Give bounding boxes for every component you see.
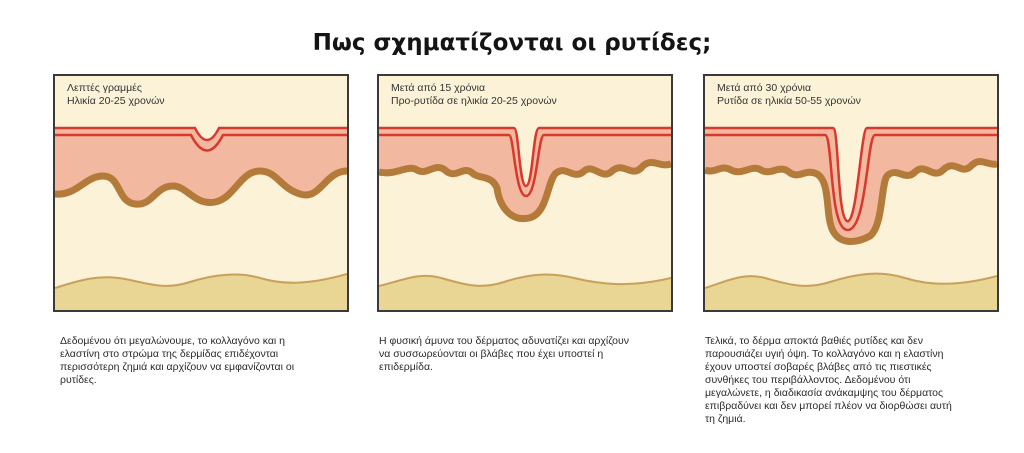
skin-diagram-fine-lines: [55, 76, 347, 310]
panel-deep-wrinkle: Μετά από 30 χρόνια Ρυτίδα σε ηλικία 50-5…: [703, 74, 999, 312]
description-line: έχουν υποστεί σοβαρές βλάβες από τις πιε…: [705, 361, 932, 373]
caption-line-1: Μετά από 15 χρόνια: [391, 82, 486, 94]
skin-diagram-pre-wrinkle: [379, 76, 671, 310]
description-line: να συσσωρεύονται οι βλάβες που έχει υποσ…: [379, 348, 604, 360]
description-line: ρυτίδες.: [60, 374, 97, 386]
description-line: περισσότερη ζημιά και αρχίζουν να εμφανί…: [60, 361, 295, 373]
caption-line-2: Ηλικία 20-25 χρονών: [67, 95, 165, 107]
description-line: μεγαλώνετε, η διαδικασία ανάκαμψης του δ…: [705, 387, 944, 399]
description-line: επιδερμίδα.: [379, 361, 433, 373]
panel-caption: Μετά από 15 χρόνια Προ-ρυτίδα σε ηλικία …: [391, 82, 557, 108]
description-line: Τελικά, το δέρμα αποκτά βαθιές ρυτίδες κ…: [705, 335, 923, 347]
panel-caption: Μετά από 30 χρόνια Ρυτίδα σε ηλικία 50-5…: [717, 82, 861, 108]
panel-caption: Λεπτές γραμμές Ηλικία 20-25 χρονών: [67, 82, 165, 108]
description-line: επιβραδύνει και δεν μπορεί πλέον να διορ…: [705, 400, 952, 412]
skin-diagram-deep-wrinkle: [705, 76, 997, 310]
description-deep-wrinkle: Τελικά, το δέρμα αποκτά βαθιές ρυτίδες κ…: [705, 335, 1005, 426]
description-pre-wrinkle: Η φυσική άμυνα του δέρματος αδυνατίζει κ…: [379, 335, 679, 374]
description-line: Η φυσική άμυνα του δέρματος αδυνατίζει κ…: [379, 335, 630, 347]
description-line: τη ζημιά.: [705, 413, 746, 425]
page-title: Πως σχηματίζονται οι ρυτίδες;: [312, 30, 712, 56]
panel-pre-wrinkle: Μετά από 15 χρόνια Προ-ρυτίδα σε ηλικία …: [377, 74, 673, 312]
panel-fine-lines: Λεπτές γραμμές Ηλικία 20-25 χρονών: [53, 74, 349, 312]
description-line: Δεδομένου ότι μεγαλώνουμε, το κολλαγόνο …: [60, 335, 285, 347]
caption-line-1: Μετά από 30 χρόνια: [717, 82, 812, 94]
caption-line-2: Προ-ρυτίδα σε ηλικία 20-25 χρονών: [391, 95, 557, 107]
description-line: συνθήκες του περιβάλλοντος. Δεδομένου ότ…: [705, 374, 911, 386]
caption-line-1: Λεπτές γραμμές: [67, 82, 142, 94]
description-line: ελαστίνη στο στρώμα της δερμίδας επιδέχο…: [60, 348, 279, 360]
description-fine-lines: Δεδομένου ότι μεγαλώνουμε, το κολλαγόνο …: [60, 335, 360, 387]
caption-line-2: Ρυτίδα σε ηλικία 50-55 χρονών: [717, 95, 861, 107]
description-line: παρουσιάζει υγιή όψη. Το κολλαγόνο και η…: [705, 348, 944, 360]
